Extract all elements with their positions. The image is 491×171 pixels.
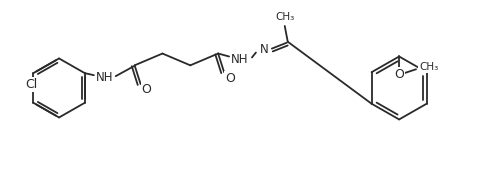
Text: CH₃: CH₃ xyxy=(419,62,438,72)
Text: CH₃: CH₃ xyxy=(275,12,295,22)
Text: O: O xyxy=(225,72,235,85)
Text: Cl: Cl xyxy=(25,77,37,90)
Text: O: O xyxy=(141,83,152,96)
Text: NH: NH xyxy=(231,53,249,66)
Text: O: O xyxy=(394,68,404,81)
Text: N: N xyxy=(260,43,268,56)
Text: NH: NH xyxy=(96,71,113,84)
